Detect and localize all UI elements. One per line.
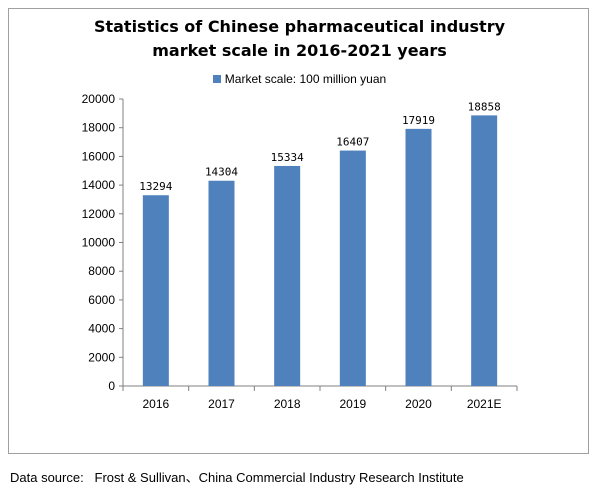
bar-2016 (142, 195, 169, 386)
chart-legend: Market scale: 100 million yuan (0, 72, 599, 86)
y-tick-label: 12000 (82, 207, 116, 221)
data-label-2021E: 18858 (468, 100, 501, 113)
bar-2017 (208, 180, 235, 386)
data-label-2017: 14304 (205, 166, 238, 179)
legend-label: Market scale: 100 million yuan (224, 72, 387, 86)
y-tick-label: 2000 (88, 350, 115, 364)
chart-title: Statistics of Chinese pharmaceutical ind… (0, 15, 599, 63)
x-tick-label-2018: 2018 (274, 397, 301, 411)
bar-2018 (274, 165, 301, 386)
chart-title-line-2: market scale in 2016-2021 years (152, 41, 447, 60)
y-tick-label: 4000 (88, 322, 115, 336)
y-tick-label: 0 (108, 379, 115, 393)
y-tick-label: 10000 (82, 236, 116, 250)
y-tick-label: 16000 (82, 149, 116, 163)
bar-2020 (405, 128, 432, 386)
data-label-2019: 16407 (336, 136, 369, 149)
chart-title-line-1: Statistics of Chinese pharmaceutical ind… (93, 17, 506, 36)
x-tick-label-2016: 2016 (142, 397, 169, 411)
bar-2019 (339, 150, 366, 386)
y-tick-label: 6000 (88, 293, 115, 307)
x-tick-label-2021E: 2021E (467, 397, 502, 411)
y-tick-label: 14000 (82, 178, 116, 192)
x-tick-label-2017: 2017 (208, 397, 235, 411)
y-tick-label: 18000 (82, 121, 116, 135)
data-source-note: Data source: Frost & Sullivan、China Comm… (10, 470, 464, 485)
data-label-2018: 15334 (271, 151, 304, 164)
data-label-2020: 17919 (402, 114, 435, 127)
x-tick-label-2019: 2019 (339, 397, 366, 411)
x-tick-label-2020: 2020 (405, 397, 432, 411)
y-tick-label: 20000 (82, 92, 116, 106)
legend-swatch (212, 74, 221, 83)
bar-2021E (471, 115, 498, 387)
data-label-2016: 13294 (139, 180, 172, 193)
y-tick-label: 8000 (88, 264, 115, 278)
